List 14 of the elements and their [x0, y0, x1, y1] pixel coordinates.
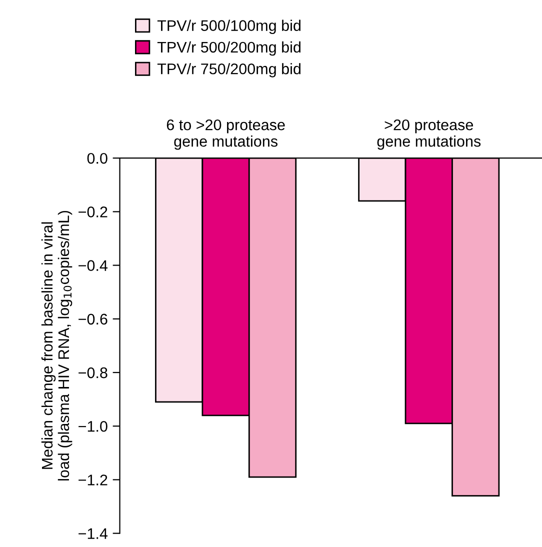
- y-tick-label: −0.6: [78, 314, 108, 325]
- legend-label: TPV/r 500/200mg bid: [157, 41, 300, 56]
- y-tick-label: −0.2: [78, 206, 108, 218]
- y-tick-label: −1.4: [78, 528, 108, 539]
- y-axis-title: Median change from baseline in viral load (plasma HIV RNA, log$_{10}$copies/mL): [41, 210, 72, 480]
- y-tick-label: −0.8: [78, 367, 108, 378]
- legend-label: TPV/r 500/100mg bid: [157, 20, 300, 34]
- y-tick-label: −1.0: [78, 420, 108, 432]
- legend-label: TPV/r 750/200mg bid: [157, 63, 300, 78]
- x-tick-label: >20 protease gene mutations: [377, 119, 481, 150]
- y-tick-label: −1.2: [78, 474, 108, 486]
- y-tick-label: 0.0: [87, 152, 108, 164]
- y-tick-label: −0.4: [78, 260, 108, 271]
- x-tick-label: 6 to >20 protease gene mutations: [166, 119, 285, 150]
